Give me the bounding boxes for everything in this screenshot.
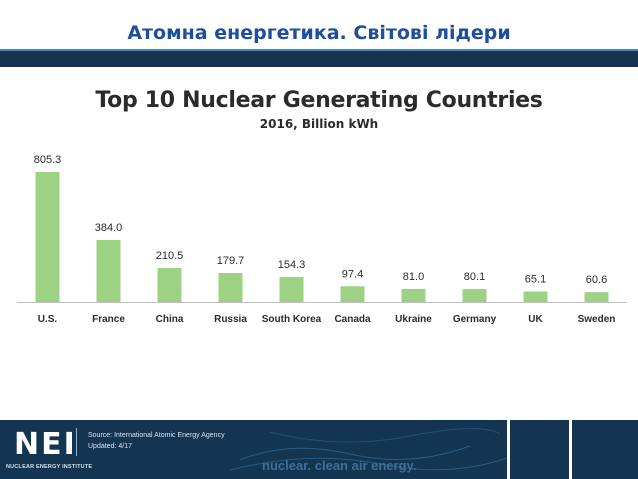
header-band-accent	[0, 49, 638, 52]
slide-heading: Атомна енергетика. Світові лідери	[127, 22, 511, 44]
category-label: UK	[528, 314, 543, 325]
category-label: China	[156, 314, 184, 325]
slogan: nuclear. clean air energy.	[262, 458, 417, 473]
category-label: Ukraine	[395, 314, 432, 325]
category-label: France	[92, 314, 125, 325]
data-label: 80.1	[464, 271, 485, 283]
world-map-graphic	[230, 428, 507, 471]
category-label: South Korea	[262, 314, 322, 325]
category-label: Russia	[214, 314, 247, 325]
bar-germany	[462, 289, 487, 302]
footer-block-2	[572, 420, 638, 479]
bar-france	[96, 240, 121, 302]
source-note: Source: International Atomic Energy Agen…	[88, 432, 225, 439]
category-label: Sweden	[578, 314, 616, 325]
category-label: Germany	[453, 314, 497, 325]
data-label: 805.3	[34, 154, 62, 166]
data-label: 384.0	[95, 222, 123, 234]
data-label: 154.3	[278, 259, 306, 271]
bar-uk	[523, 291, 548, 302]
bar-ukraine	[401, 288, 426, 302]
header-band	[0, 51, 638, 67]
updated-note: Updated: 4/17	[88, 443, 132, 450]
data-label: 179.7	[217, 255, 245, 267]
category-label: U.S.	[38, 314, 58, 325]
bar-sweden	[584, 292, 609, 302]
bar-south-korea	[279, 277, 304, 302]
bar-u-s-	[35, 172, 60, 302]
data-label: 65.1	[525, 273, 546, 285]
nei-logo-subtitle: NUCLEAR ENERGY INSTITUTE	[6, 464, 93, 470]
bar-chart: 805.3 U.S. 384.0 France 210.5 China 179.7 Russi…	[17, 154, 627, 325]
data-label: 97.4	[342, 268, 363, 280]
footer-block-1	[510, 420, 569, 479]
footer-divider	[76, 428, 77, 456]
data-label: 60.6	[586, 274, 607, 286]
data-label: 210.5	[156, 250, 184, 262]
data-label: 81.0	[403, 271, 424, 283]
bar-canada	[340, 286, 365, 302]
category-label: Canada	[334, 314, 371, 325]
bar-china	[157, 268, 182, 302]
chart-title: Top 10 Nuclear Generating Countries	[95, 88, 543, 113]
bar-russia	[218, 272, 243, 302]
chart-subtitle: 2016, Billion kWh	[259, 117, 379, 131]
nei-logo: NEI	[14, 427, 77, 462]
